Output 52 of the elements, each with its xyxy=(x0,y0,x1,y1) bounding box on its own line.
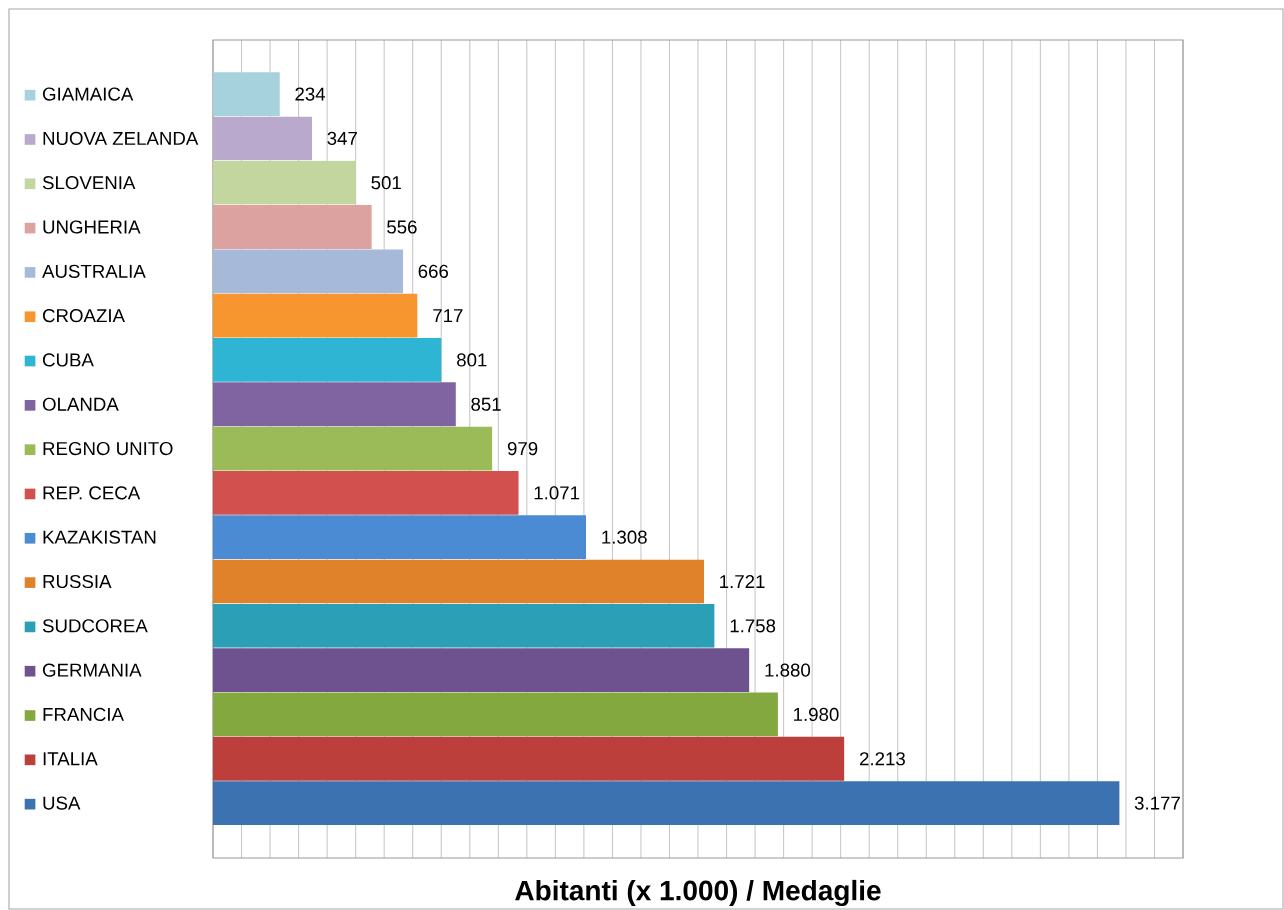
data-label: 1.980 xyxy=(794,707,839,722)
y-tick-label: GERMANIA xyxy=(42,663,142,677)
data-label: 851 xyxy=(471,397,501,411)
y-tick-label: AUSTRALIA xyxy=(42,264,146,278)
data-label: 2.213 xyxy=(860,752,905,766)
bar xyxy=(213,116,312,161)
bar xyxy=(213,382,456,427)
bar xyxy=(213,426,493,471)
data-label: 666 xyxy=(418,264,449,278)
y-tick-label: NUOVA ZELANDA xyxy=(43,131,199,145)
y-tick-label: CROAZIA xyxy=(42,309,125,323)
data-label: 1.880 xyxy=(765,663,811,677)
y-tick-label: UNGHERIA xyxy=(43,220,141,234)
bar xyxy=(213,205,372,249)
bar xyxy=(213,338,442,382)
bar xyxy=(213,736,845,781)
y-tick-label: FRANCIA xyxy=(43,707,124,722)
bar xyxy=(213,603,715,648)
bar xyxy=(213,249,404,294)
y-tick-label: REGNO UNITO xyxy=(43,441,173,456)
x-axis-title: Abitanti (x 1.000) / Medaglie xyxy=(515,879,881,907)
bar xyxy=(213,692,778,737)
y-tick-label: CUBA xyxy=(42,353,94,367)
data-label: 3.177 xyxy=(1134,796,1180,810)
y-tick-label: SUDCOREA xyxy=(42,619,148,633)
data-label: 1.308 xyxy=(602,530,647,544)
y-tick-label: GIAMAICA xyxy=(42,87,134,101)
data-label: 717 xyxy=(433,309,463,323)
bar xyxy=(213,160,356,205)
bar xyxy=(213,559,704,604)
bar xyxy=(213,293,418,338)
bar xyxy=(213,515,587,560)
data-label: 347 xyxy=(327,131,357,145)
y-tick-label: SLOVENIA xyxy=(42,176,136,190)
y-tick-label: OLANDA xyxy=(42,397,119,411)
data-label: 556 xyxy=(387,220,417,234)
y-tick-label: ITALIA xyxy=(43,752,98,766)
y-tick-label: USA xyxy=(43,796,81,810)
data-label: 234 xyxy=(295,87,326,101)
data-label: 501 xyxy=(371,176,401,190)
data-label: 1.758 xyxy=(730,619,776,633)
bar xyxy=(213,781,1120,825)
data-label: 1.721 xyxy=(720,574,765,589)
bar xyxy=(213,648,750,693)
bar xyxy=(213,72,280,116)
y-tick-label: RUSSIA xyxy=(43,574,112,589)
bar xyxy=(213,470,519,515)
y-tick-label: KAZAKISTAN xyxy=(43,530,156,544)
y-tick-label: REP. CECA xyxy=(43,486,141,500)
data-label: 801 xyxy=(457,353,487,367)
data-label: 979 xyxy=(507,441,538,456)
data-label: 1.071 xyxy=(534,486,580,500)
